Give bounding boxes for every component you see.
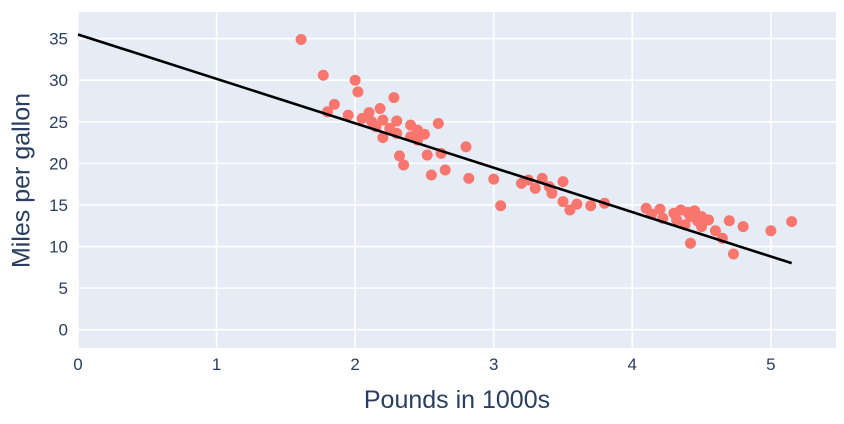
y-axis-title: Miles per gallon	[7, 92, 36, 269]
y-tick-label: 10	[49, 238, 68, 257]
data-point	[488, 173, 500, 185]
data-point	[398, 159, 410, 171]
plot-background	[78, 12, 836, 348]
x-tick-label: 2	[350, 355, 359, 374]
data-point	[786, 216, 798, 228]
data-point	[439, 164, 451, 176]
data-point	[529, 182, 541, 194]
data-point	[557, 196, 569, 208]
data-point	[377, 114, 389, 126]
y-tick-label: 5	[59, 279, 68, 298]
data-point	[388, 92, 400, 104]
data-point	[684, 237, 696, 249]
data-point	[342, 109, 354, 121]
data-point	[377, 132, 389, 144]
data-point	[363, 107, 375, 119]
regression-line	[77, 33, 793, 265]
data-point	[421, 149, 433, 161]
data-point	[425, 169, 437, 181]
y-tick-label: 35	[49, 30, 68, 49]
data-point	[671, 214, 683, 226]
x-tick-label: 4	[628, 355, 637, 374]
data-point	[393, 150, 405, 162]
x-tick-label: 0	[73, 355, 82, 374]
data-point	[557, 176, 569, 188]
y-tick-label: 25	[49, 113, 68, 132]
data-point	[317, 69, 329, 81]
data-point	[546, 187, 558, 199]
data-point	[463, 172, 475, 184]
x-tick-label: 3	[489, 355, 498, 374]
data-point	[374, 102, 386, 114]
data-point	[571, 198, 583, 210]
y-tick-label: 0	[59, 321, 68, 340]
data-point	[349, 74, 361, 86]
data-point	[352, 86, 364, 98]
data-point	[654, 203, 666, 215]
data-point	[727, 248, 739, 260]
data-point	[295, 33, 307, 45]
y-tick-label: 30	[49, 71, 68, 90]
x-tick-label: 1	[212, 355, 221, 374]
data-point	[460, 141, 472, 153]
data-point	[737, 221, 749, 233]
x-tick-label: 5	[766, 355, 775, 374]
data-point	[723, 215, 735, 227]
data-point	[328, 98, 340, 110]
data-point	[418, 128, 430, 140]
data-point	[432, 117, 444, 129]
y-tick-label: 15	[49, 196, 68, 215]
data-point	[709, 225, 721, 237]
data-point	[495, 200, 507, 212]
y-tick-label: 20	[49, 154, 68, 173]
x-axis-title: Pounds in 1000s	[363, 386, 551, 414]
data-point	[765, 225, 777, 237]
data-point	[585, 200, 597, 212]
data-point	[696, 221, 708, 233]
data-point	[703, 214, 715, 226]
data-point	[391, 115, 403, 127]
